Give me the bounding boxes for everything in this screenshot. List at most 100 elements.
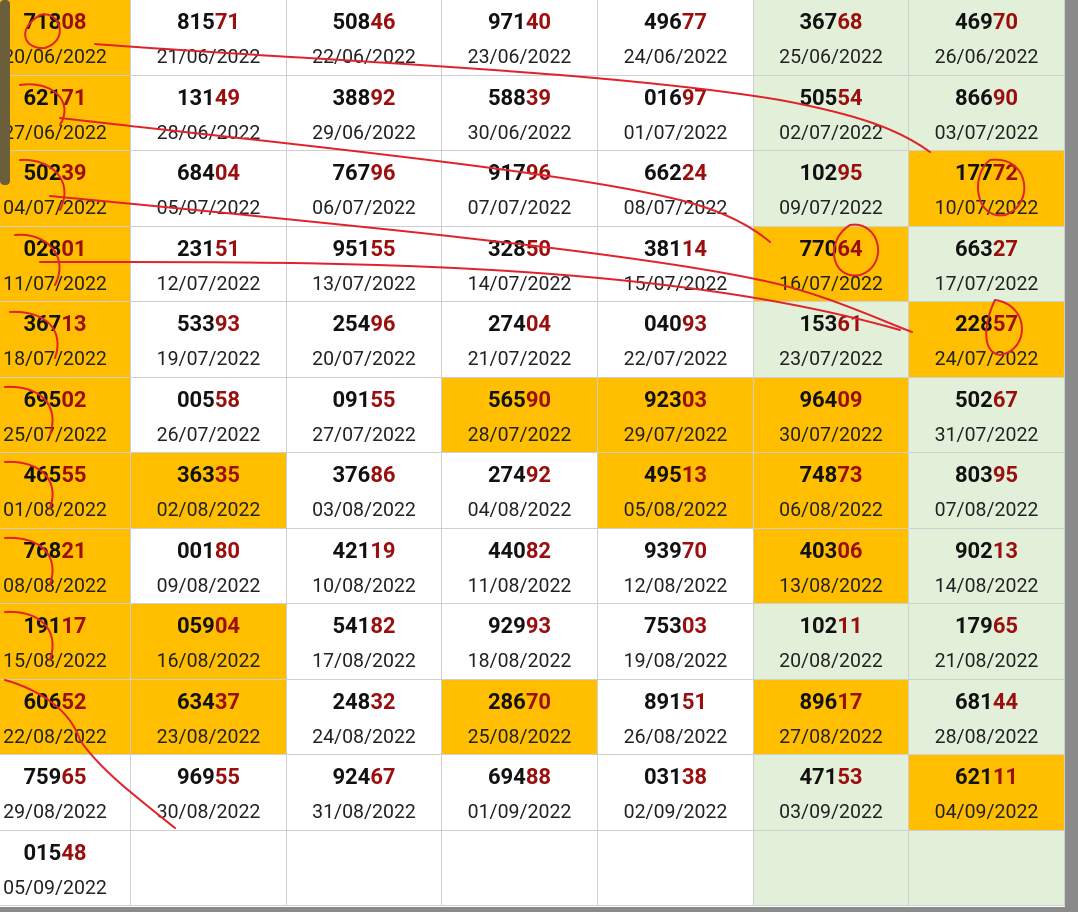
cell: 62171 27/06/2022 bbox=[0, 75, 131, 151]
number-head: 388 bbox=[332, 85, 371, 111]
draw-date: 27/07/2022 bbox=[312, 422, 416, 446]
number-tail: 73 bbox=[837, 463, 863, 488]
cell: 24832 24/08/2022 bbox=[287, 679, 442, 755]
cell: 97140 23/06/2022 bbox=[442, 0, 598, 76]
lottery-number: 56590 bbox=[442, 388, 597, 414]
number-head: 718 bbox=[23, 10, 62, 35]
draw-date: 17/08/2022 bbox=[312, 649, 416, 672]
number-tail: 46 bbox=[370, 10, 396, 35]
cell: 38114 15/07/2022 bbox=[598, 226, 754, 302]
draw-date: 16/08/2022 bbox=[156, 649, 261, 672]
draw-date: 01/07/2022 bbox=[623, 120, 728, 144]
number-head: 694 bbox=[487, 765, 526, 790]
draw-date: 26/06/2022 bbox=[934, 45, 1039, 68]
lottery-number: 47153 bbox=[754, 765, 908, 791]
lottery-number: 05904 bbox=[131, 614, 286, 640]
number-head: 191 bbox=[23, 614, 62, 639]
number-head: 803 bbox=[954, 463, 993, 488]
number-tail: 39 bbox=[525, 85, 552, 111]
cell: 54182 17/08/2022 bbox=[287, 604, 442, 680]
draw-date: 31/07/2022 bbox=[934, 422, 1039, 446]
number-head: 440 bbox=[487, 538, 526, 564]
number-tail: 13 bbox=[61, 312, 87, 337]
draw-date: 26/07/2022 bbox=[156, 422, 261, 446]
draw-date: 04/08/2022 bbox=[467, 498, 572, 521]
number-tail: 04 bbox=[214, 161, 241, 186]
number-tail: 55 bbox=[370, 387, 396, 413]
cell: 63437 23/08/2022 bbox=[131, 679, 287, 755]
cell: 69488 01/09/2022 bbox=[442, 755, 598, 831]
lottery-number: 00180 bbox=[131, 539, 286, 565]
cell: 17772 10/07/2022 bbox=[909, 151, 1065, 227]
lottery-number: 95155 bbox=[287, 237, 441, 263]
number-tail: 09 bbox=[837, 387, 863, 413]
draw-date: 02/07/2022 bbox=[779, 120, 883, 144]
lottery-number: 81571 bbox=[131, 10, 286, 36]
number-tail: 55 bbox=[370, 236, 396, 262]
cell: 69502 25/07/2022 bbox=[0, 377, 131, 453]
cell: 44082 11/08/2022 bbox=[442, 528, 598, 604]
number-head: 896 bbox=[799, 689, 838, 715]
number-head: 505 bbox=[799, 85, 838, 111]
draw-date: 25/06/2022 bbox=[779, 45, 883, 68]
lottery-number: 80395 bbox=[909, 463, 1064, 489]
number-tail: 71 bbox=[61, 85, 87, 111]
number-head: 102 bbox=[799, 614, 838, 639]
number-head: 951 bbox=[332, 236, 371, 262]
lottery-number: 96409 bbox=[754, 388, 908, 414]
cell: 49513 05/08/2022 bbox=[598, 453, 754, 529]
cell: 13149 28/06/2022 bbox=[131, 75, 287, 151]
number-head: 663 bbox=[954, 236, 993, 262]
number-tail: 01 bbox=[61, 236, 87, 262]
number-head: 923 bbox=[643, 387, 682, 413]
number-tail: 70 bbox=[681, 538, 708, 564]
lottery-number: 15361 bbox=[754, 312, 908, 338]
draw-date: 12/08/2022 bbox=[623, 573, 728, 597]
number-head: 929 bbox=[487, 614, 526, 639]
draw-date: 13/07/2022 bbox=[312, 271, 416, 295]
draw-date: 06/08/2022 bbox=[779, 498, 883, 521]
number-tail: 03 bbox=[681, 387, 708, 413]
number-tail: 52 bbox=[61, 689, 87, 715]
lottery-number: 58839 bbox=[442, 86, 597, 112]
draw-date: 02/09/2022 bbox=[623, 800, 728, 823]
number-head: 091 bbox=[332, 387, 371, 413]
cell: 58839 30/06/2022 bbox=[442, 75, 598, 151]
draw-date: 19/07/2022 bbox=[156, 347, 261, 370]
lottery-number: 90213 bbox=[909, 539, 1064, 565]
draw-date: 12/07/2022 bbox=[156, 271, 261, 295]
lottery-number: 50846 bbox=[287, 10, 441, 36]
number-tail: 04 bbox=[214, 614, 241, 639]
number-head: 496 bbox=[643, 10, 682, 35]
cell: 17965 21/08/2022 bbox=[909, 604, 1065, 680]
draw-date: 10/07/2022 bbox=[934, 196, 1039, 219]
cell: 68144 28/08/2022 bbox=[909, 679, 1065, 755]
number-tail: 82 bbox=[525, 538, 552, 564]
cell: 02801 11/07/2022 bbox=[0, 226, 131, 302]
lottery-number: 46970 bbox=[909, 10, 1064, 36]
cell: 37686 03/08/2022 bbox=[287, 453, 442, 529]
cell: 62111 04/09/2022 bbox=[909, 755, 1065, 831]
draw-date: 08/07/2022 bbox=[623, 196, 728, 219]
cell: 66224 08/07/2022 bbox=[598, 151, 754, 227]
number-tail: 32 bbox=[370, 689, 396, 715]
cell: 68404 05/07/2022 bbox=[131, 151, 287, 227]
number-head: 028 bbox=[23, 236, 62, 262]
cell: 10295 09/07/2022 bbox=[754, 151, 909, 227]
lottery-number: 42119 bbox=[287, 539, 441, 565]
draw-date: 11/08/2022 bbox=[467, 573, 572, 597]
lottery-number: 10295 bbox=[754, 161, 908, 187]
draw-date: 27/06/2022 bbox=[3, 120, 107, 144]
lottery-number: 22857 bbox=[909, 312, 1064, 338]
cell: 46970 26/06/2022 bbox=[909, 0, 1065, 76]
draw-date: 22/07/2022 bbox=[623, 347, 728, 370]
number-head: 621 bbox=[23, 85, 62, 111]
number-head: 016 bbox=[643, 85, 682, 111]
draw-date: 05/07/2022 bbox=[156, 196, 261, 219]
lottery-number: 77064 bbox=[754, 237, 908, 263]
lottery-number: 27492 bbox=[442, 463, 597, 489]
number-head: 939 bbox=[643, 538, 682, 564]
cell: 81571 21/06/2022 bbox=[131, 0, 287, 76]
cell bbox=[442, 830, 598, 906]
